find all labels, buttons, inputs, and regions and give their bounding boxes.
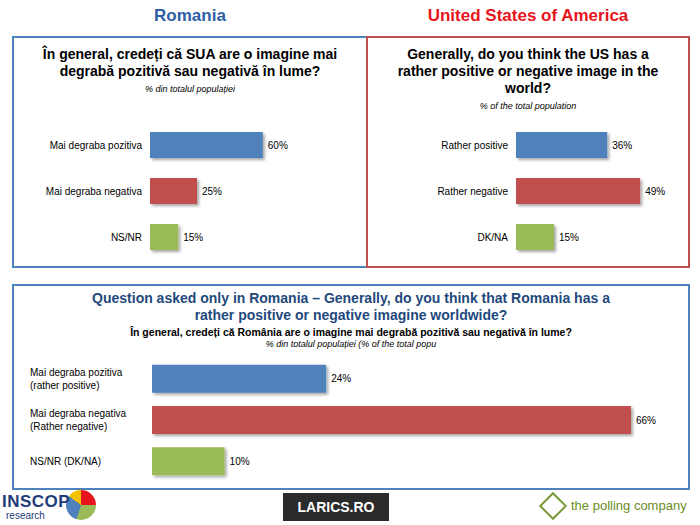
svg-text:Mai degraba pozitiva: Mai degraba pozitiva bbox=[30, 367, 125, 378]
svg-text:(rather positive): (rather positive) bbox=[30, 380, 99, 391]
html-text:% din totalul populației: % din totalul populației bbox=[145, 84, 235, 94]
html-text:În general, credeți că România: În general, credeți că România are o ima… bbox=[130, 326, 572, 338]
svg-text:NS/NR (DK/NA): NS/NR (DK/NA) bbox=[30, 456, 101, 467]
svg-text:(Rather negative): (Rather negative) bbox=[30, 421, 107, 432]
svg-text:NS/NR: NS/NR bbox=[111, 232, 142, 243]
svg-text:66%: 66% bbox=[636, 415, 656, 426]
html-text:Romania: Romania bbox=[154, 6, 226, 25]
svg-text:36%: 36% bbox=[612, 140, 632, 151]
html-text:% of the total population: % of the total population bbox=[479, 101, 577, 111]
svg-text:Mai degraba negativa: Mai degraba negativa bbox=[30, 408, 129, 419]
svg-text:Mai degraba pozitiva: Mai degraba pozitiva bbox=[50, 140, 143, 151]
svg-text:Rather positive: Rather positive bbox=[441, 140, 508, 151]
svg-text:49%: 49% bbox=[645, 186, 665, 197]
html-text:research: research bbox=[6, 510, 45, 521]
svg-text:15%: 15% bbox=[183, 232, 203, 243]
svg-text:DK/NA: DK/NA bbox=[477, 232, 508, 243]
svg-text:10%: 10% bbox=[230, 456, 250, 467]
html-text:% din totalul populației (% of: % din totalul populației (% of the total… bbox=[265, 339, 437, 349]
html-text:Generally, do you think the US: Generally, do you think the US has a rat… bbox=[397, 46, 659, 96]
svg-text:25%: 25% bbox=[202, 186, 222, 197]
svg-text:15%: 15% bbox=[559, 232, 579, 243]
html-text:Question asked only in Romania: Question asked only in Romania – General… bbox=[92, 290, 610, 323]
html-text:the polling company: the polling company bbox=[571, 498, 687, 513]
html-text:În general, credeți că SUA are: În general, credeți că SUA are o imagine… bbox=[42, 46, 338, 79]
svg-text:Mai degraba negativa: Mai degraba negativa bbox=[46, 186, 143, 197]
svg-text:60%: 60% bbox=[268, 140, 288, 151]
html-text:United States of America: United States of America bbox=[427, 6, 629, 25]
svg-text:24%: 24% bbox=[331, 373, 351, 384]
html-text:INSCOP: INSCOP bbox=[2, 492, 71, 511]
svg-text:Rather negative: Rather negative bbox=[437, 186, 508, 197]
html-text:LARICS.RO: LARICS.RO bbox=[297, 499, 375, 515]
